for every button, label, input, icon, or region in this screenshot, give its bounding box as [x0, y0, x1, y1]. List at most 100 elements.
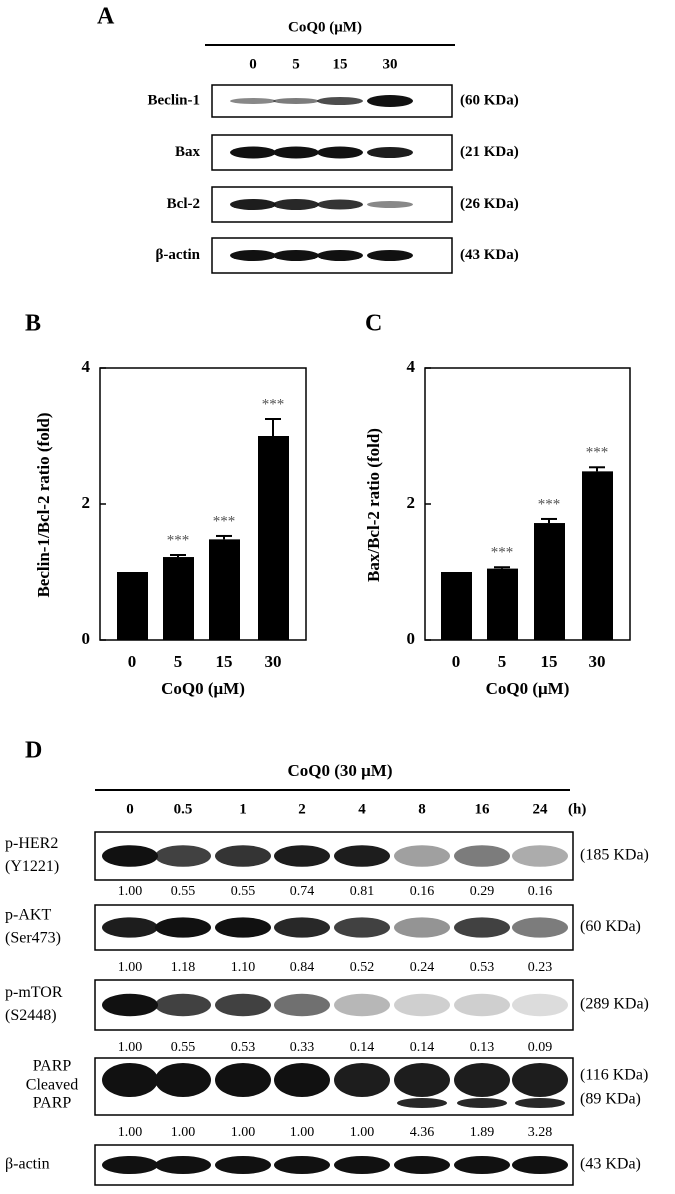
lane-label: 30 — [383, 56, 398, 72]
blot-band — [215, 845, 271, 867]
blot-band — [454, 993, 510, 1017]
row-label: PARP — [33, 1095, 72, 1112]
row-size: (60 KDa) — [460, 92, 519, 108]
panel-label: B — [25, 311, 41, 337]
row-label: β-actin — [5, 1156, 50, 1173]
blot-band — [317, 97, 363, 105]
x-tick-label: 5 — [174, 652, 183, 671]
blot-band — [230, 250, 276, 261]
row-label: (S2448) — [5, 1007, 57, 1024]
x-tick-label: 30 — [589, 652, 606, 671]
lane-label: 0 — [249, 56, 257, 72]
bar — [534, 523, 565, 640]
quantification: 0.84 — [290, 960, 315, 975]
quantification: 0.53 — [231, 1040, 256, 1055]
x-tick-label: 30 — [265, 652, 282, 671]
bar — [441, 572, 472, 640]
quantification: 1.00 — [118, 884, 143, 899]
blot-band — [317, 199, 363, 210]
x-tick-label: 15 — [216, 652, 233, 671]
quantification: 1.00 — [118, 960, 143, 975]
blot-band — [102, 845, 158, 867]
lane-label: 24 — [533, 801, 549, 817]
blot-band — [454, 1063, 510, 1097]
y-tick-label: 2 — [407, 493, 416, 512]
blot-band — [102, 1156, 158, 1174]
lane-label: 5 — [292, 56, 300, 72]
x-tick-label: 15 — [541, 652, 558, 671]
quantification: 1.00 — [290, 1125, 315, 1140]
row-label: PARP — [33, 1058, 72, 1075]
y-tick-label: 4 — [407, 357, 416, 376]
row-label: β-actin — [155, 247, 200, 263]
blot-band — [274, 1156, 330, 1174]
quantification: 0.81 — [350, 884, 375, 899]
y-tick-label: 4 — [82, 357, 91, 376]
blot-band — [274, 993, 330, 1017]
blot-band — [274, 845, 330, 867]
blot-band — [367, 250, 413, 261]
blot-band — [317, 146, 363, 159]
blot-band — [273, 98, 319, 104]
unit-label: (h) — [568, 801, 586, 817]
quantification: 4.36 — [410, 1125, 435, 1140]
quantification: 0.55 — [171, 1040, 196, 1055]
quantification: 0.55 — [171, 884, 196, 899]
row-size: (289 KDa) — [580, 996, 649, 1013]
blot-band — [215, 1156, 271, 1174]
blot-band — [334, 845, 390, 867]
row-size: (185 KDa) — [580, 847, 649, 864]
quantification: 0.23 — [528, 960, 553, 975]
row-label: p-mTOR — [5, 984, 63, 1001]
lane-label: 1 — [239, 801, 247, 817]
quantification: 1.00 — [231, 1125, 256, 1140]
blot-band — [273, 146, 319, 159]
x-axis-label: CoQ0 (μM) — [486, 679, 570, 698]
blot-band — [274, 917, 330, 938]
blot-band — [454, 845, 510, 867]
x-axis-label: CoQ0 (μM) — [161, 679, 245, 698]
blot-band — [367, 95, 413, 107]
blot-band — [367, 147, 413, 158]
significance: *** — [538, 496, 561, 512]
significance: *** — [586, 445, 609, 461]
blot-band — [367, 201, 413, 208]
bar — [582, 471, 613, 640]
row-size: (43 KDa) — [580, 1156, 641, 1173]
blot-band — [454, 1156, 510, 1174]
quantification: 1.00 — [118, 1125, 143, 1140]
significance: *** — [262, 396, 285, 412]
blot-band — [394, 1063, 450, 1097]
quantification: 1.00 — [118, 1040, 143, 1055]
x-tick-label: 0 — [128, 652, 137, 671]
quantification: 0.16 — [528, 884, 553, 899]
blot-band — [215, 917, 271, 938]
blot-band — [215, 993, 271, 1017]
blot-band — [155, 1156, 211, 1174]
significance: *** — [167, 532, 190, 548]
row-label: p-HER2 — [5, 835, 58, 852]
blot-band — [155, 845, 211, 867]
header: CoQ0 (30 μM) — [287, 761, 392, 780]
y-tick-label: 0 — [82, 629, 91, 648]
quantification: 0.74 — [290, 884, 315, 899]
row-label: Bcl-2 — [167, 196, 200, 212]
bar — [258, 436, 289, 640]
blot-band — [512, 1063, 568, 1097]
blot-band — [155, 917, 211, 938]
quantification: 0.53 — [470, 960, 495, 975]
row-label: Beclin-1 — [148, 92, 201, 108]
quantification: 0.16 — [410, 884, 435, 899]
row-size: (116 KDa) — [580, 1067, 648, 1084]
blot-band — [102, 993, 158, 1017]
row-label: (Y1221) — [5, 858, 59, 875]
row-label: Cleaved — [26, 1077, 78, 1094]
quantification: 0.14 — [350, 1040, 375, 1055]
blot-band — [334, 917, 390, 938]
quantification: 0.13 — [470, 1040, 495, 1055]
lane-label: 8 — [418, 801, 426, 817]
header: CoQ0 (μM) — [288, 19, 362, 35]
quantification: 3.28 — [528, 1125, 553, 1140]
lane-label: 4 — [358, 801, 366, 817]
significance: *** — [491, 545, 514, 561]
